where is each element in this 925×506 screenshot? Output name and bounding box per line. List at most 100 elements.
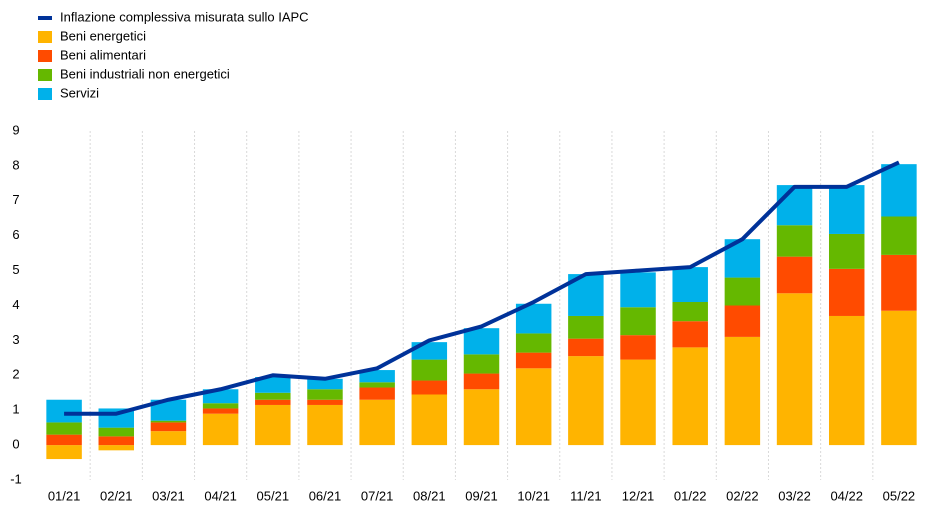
bar-segment (776, 256, 813, 294)
legend-swatch (38, 69, 52, 81)
bar-segment (359, 399, 395, 446)
x-tick-label: 04/21 (204, 488, 237, 503)
bar-segment (359, 370, 395, 383)
bar-segment (828, 185, 865, 234)
bar-segment (255, 404, 291, 446)
bar-segment (98, 436, 135, 446)
x-tick-label: 10/21 (517, 488, 550, 503)
x-tick-label: 11/21 (570, 488, 602, 503)
bar-segment (150, 420, 187, 423)
bar-segment (881, 310, 917, 446)
bar-segment (98, 427, 135, 437)
bar-segment (255, 377, 291, 393)
legend-label: Beni energetici (60, 28, 146, 43)
legend-swatch (38, 50, 52, 62)
x-tick-label: 03/22 (778, 488, 811, 503)
bar-segment (46, 434, 82, 446)
bar-segment (828, 315, 865, 446)
bar-segment (620, 307, 656, 336)
bar-segment (202, 408, 239, 414)
bar-segment (620, 335, 656, 360)
line-series (64, 160, 900, 416)
y-tick-label: 2 (12, 367, 19, 382)
y-tick-label: 4 (12, 297, 19, 312)
x-tick-label: 05/21 (257, 488, 290, 503)
y-tick-label: 7 (12, 192, 19, 207)
y-tick-label: 3 (12, 332, 19, 347)
y-tick-label: 0 (12, 437, 19, 452)
bar-segment (568, 338, 604, 357)
bar-segment (828, 233, 865, 269)
bar-segment (776, 225, 813, 257)
bar-segment (202, 403, 239, 409)
x-tick-label: 06/21 (309, 488, 342, 503)
bar-segment (724, 336, 761, 446)
y-tick-label: 5 (12, 262, 19, 277)
y-tick-label: 1 (12, 402, 19, 417)
bar-segment (255, 399, 291, 405)
bar-segment (463, 389, 500, 446)
bar-segment (359, 387, 395, 400)
bar-segment (568, 315, 604, 339)
bar-segment (672, 302, 708, 322)
bar-segment (411, 394, 448, 446)
bar-segment (515, 352, 552, 369)
x-tick-label: 08/21 (413, 488, 446, 503)
bar-segment (98, 445, 135, 451)
bar-segment (307, 378, 343, 390)
bar-segment (672, 321, 708, 348)
bar-segment (255, 392, 291, 400)
bar-segment (307, 389, 343, 400)
bar-segment (150, 422, 187, 432)
legend-label: Servizi (60, 85, 99, 100)
y-tick-label: -1 (10, 471, 22, 486)
bar-segment (46, 445, 82, 460)
x-tick-label: 04/22 (830, 488, 863, 503)
x-tick-label: 01/22 (674, 488, 707, 503)
bar-segment (46, 422, 82, 435)
x-tick-label: 09/21 (465, 488, 498, 503)
bar-segment (881, 164, 917, 217)
bar-segment (724, 305, 761, 337)
bar-segment (150, 431, 187, 446)
bar-segment (568, 356, 604, 446)
bar-segment (620, 359, 656, 446)
bar-segment (411, 342, 448, 360)
bar-segment (672, 267, 708, 303)
bar-segment (881, 216, 917, 255)
bar-segment (828, 268, 865, 316)
x-tick-label: 02/21 (100, 488, 133, 503)
bar-segment (411, 380, 448, 395)
y-tick-label: 9 (12, 122, 19, 137)
bar-segment (411, 359, 448, 381)
legend-label: Beni industriali non energetici (60, 66, 230, 81)
bar-segment (881, 254, 917, 311)
x-tick-label: 07/21 (361, 488, 394, 503)
bar-segment (307, 404, 343, 446)
bar-segment (463, 354, 500, 374)
bar-segment (672, 347, 708, 446)
bar-segment (150, 399, 187, 421)
x-tick-label: 05/22 (883, 488, 916, 503)
bar-segment (46, 399, 82, 423)
legend-label: Beni alimentari (60, 47, 146, 62)
bar-segment (776, 293, 813, 446)
x-tick-label: 01/21 (48, 488, 81, 503)
x-tick-label: 12/21 (622, 488, 655, 503)
x-tick-label: 03/21 (152, 488, 185, 503)
bar-segment (515, 333, 552, 353)
legend-label: Inflazione complessiva misurata sullo IA… (60, 9, 309, 24)
y-tick-label: 6 (12, 227, 19, 242)
y-tick-label: 8 (12, 157, 19, 172)
legend-swatch (38, 88, 52, 100)
bar-segment (463, 373, 500, 390)
legend-swatch (38, 31, 52, 43)
bar-segment (307, 399, 343, 405)
x-tick-label: 02/22 (726, 488, 759, 503)
bar-segment (620, 272, 656, 308)
bar-segment (724, 277, 761, 306)
bar-segment (359, 382, 395, 388)
bar-segment (776, 185, 813, 226)
bar-segment (202, 413, 239, 446)
